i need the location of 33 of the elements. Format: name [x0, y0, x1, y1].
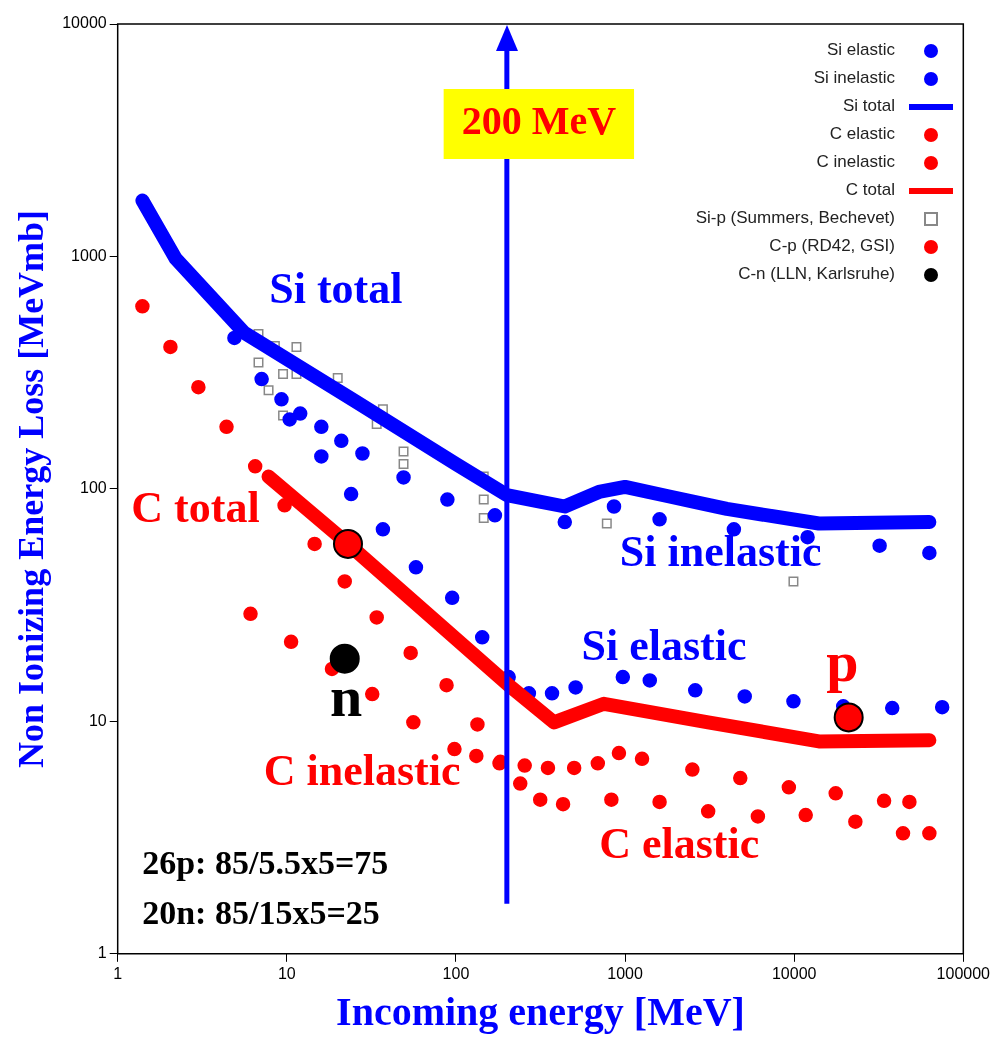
annotation: C total	[131, 482, 260, 532]
x-tick-label: 1	[113, 964, 123, 982]
legend-label: C-n (LLN, Karlsruhe)	[738, 264, 895, 283]
annotation: 20n: 85/15x5=25	[142, 894, 380, 932]
y-tick-label: 100	[79, 479, 107, 497]
legend-label: Si total	[843, 96, 895, 115]
legend-label: Si inelastic	[813, 68, 895, 87]
x-tick-label: 10000	[771, 964, 817, 982]
x-tick-label: 100	[442, 964, 470, 982]
y-tick-label: 1000	[71, 246, 107, 264]
y-tick-label: 10	[88, 711, 107, 729]
annotation: Si elastic	[581, 621, 747, 671]
annotation: C inelastic	[263, 745, 461, 795]
y-axis-title: Non Ionizing Energy Loss [MeVmb]	[10, 209, 51, 768]
x-tick-label: 10	[277, 964, 296, 982]
annotation: 26p: 85/5.5x5=75	[142, 844, 389, 882]
x-tick-label: 100000	[936, 964, 991, 982]
legend-label: C inelastic	[816, 152, 895, 171]
ref-line-label: 200 MeV	[461, 98, 617, 144]
annotation: C elastic	[599, 819, 760, 869]
legend-label: C-p (RD42, GSI)	[769, 236, 895, 255]
legend-label: Si-p (Summers, Bechevet)	[695, 208, 895, 227]
x-tick-label: 1000	[607, 964, 643, 982]
legend-label: C total	[845, 180, 895, 199]
annotation: Si total	[269, 264, 403, 314]
legend-label: C elastic	[829, 124, 895, 143]
y-tick-label: 10000	[62, 14, 107, 32]
y-tick-label: 1	[97, 944, 107, 962]
annotation: p	[826, 628, 859, 694]
x-axis-title: Incoming energy [MeV]	[336, 989, 745, 1035]
annotation: Si inelastic	[619, 527, 822, 577]
legend-label: Si elastic	[826, 40, 895, 59]
annotation: n	[329, 663, 363, 729]
